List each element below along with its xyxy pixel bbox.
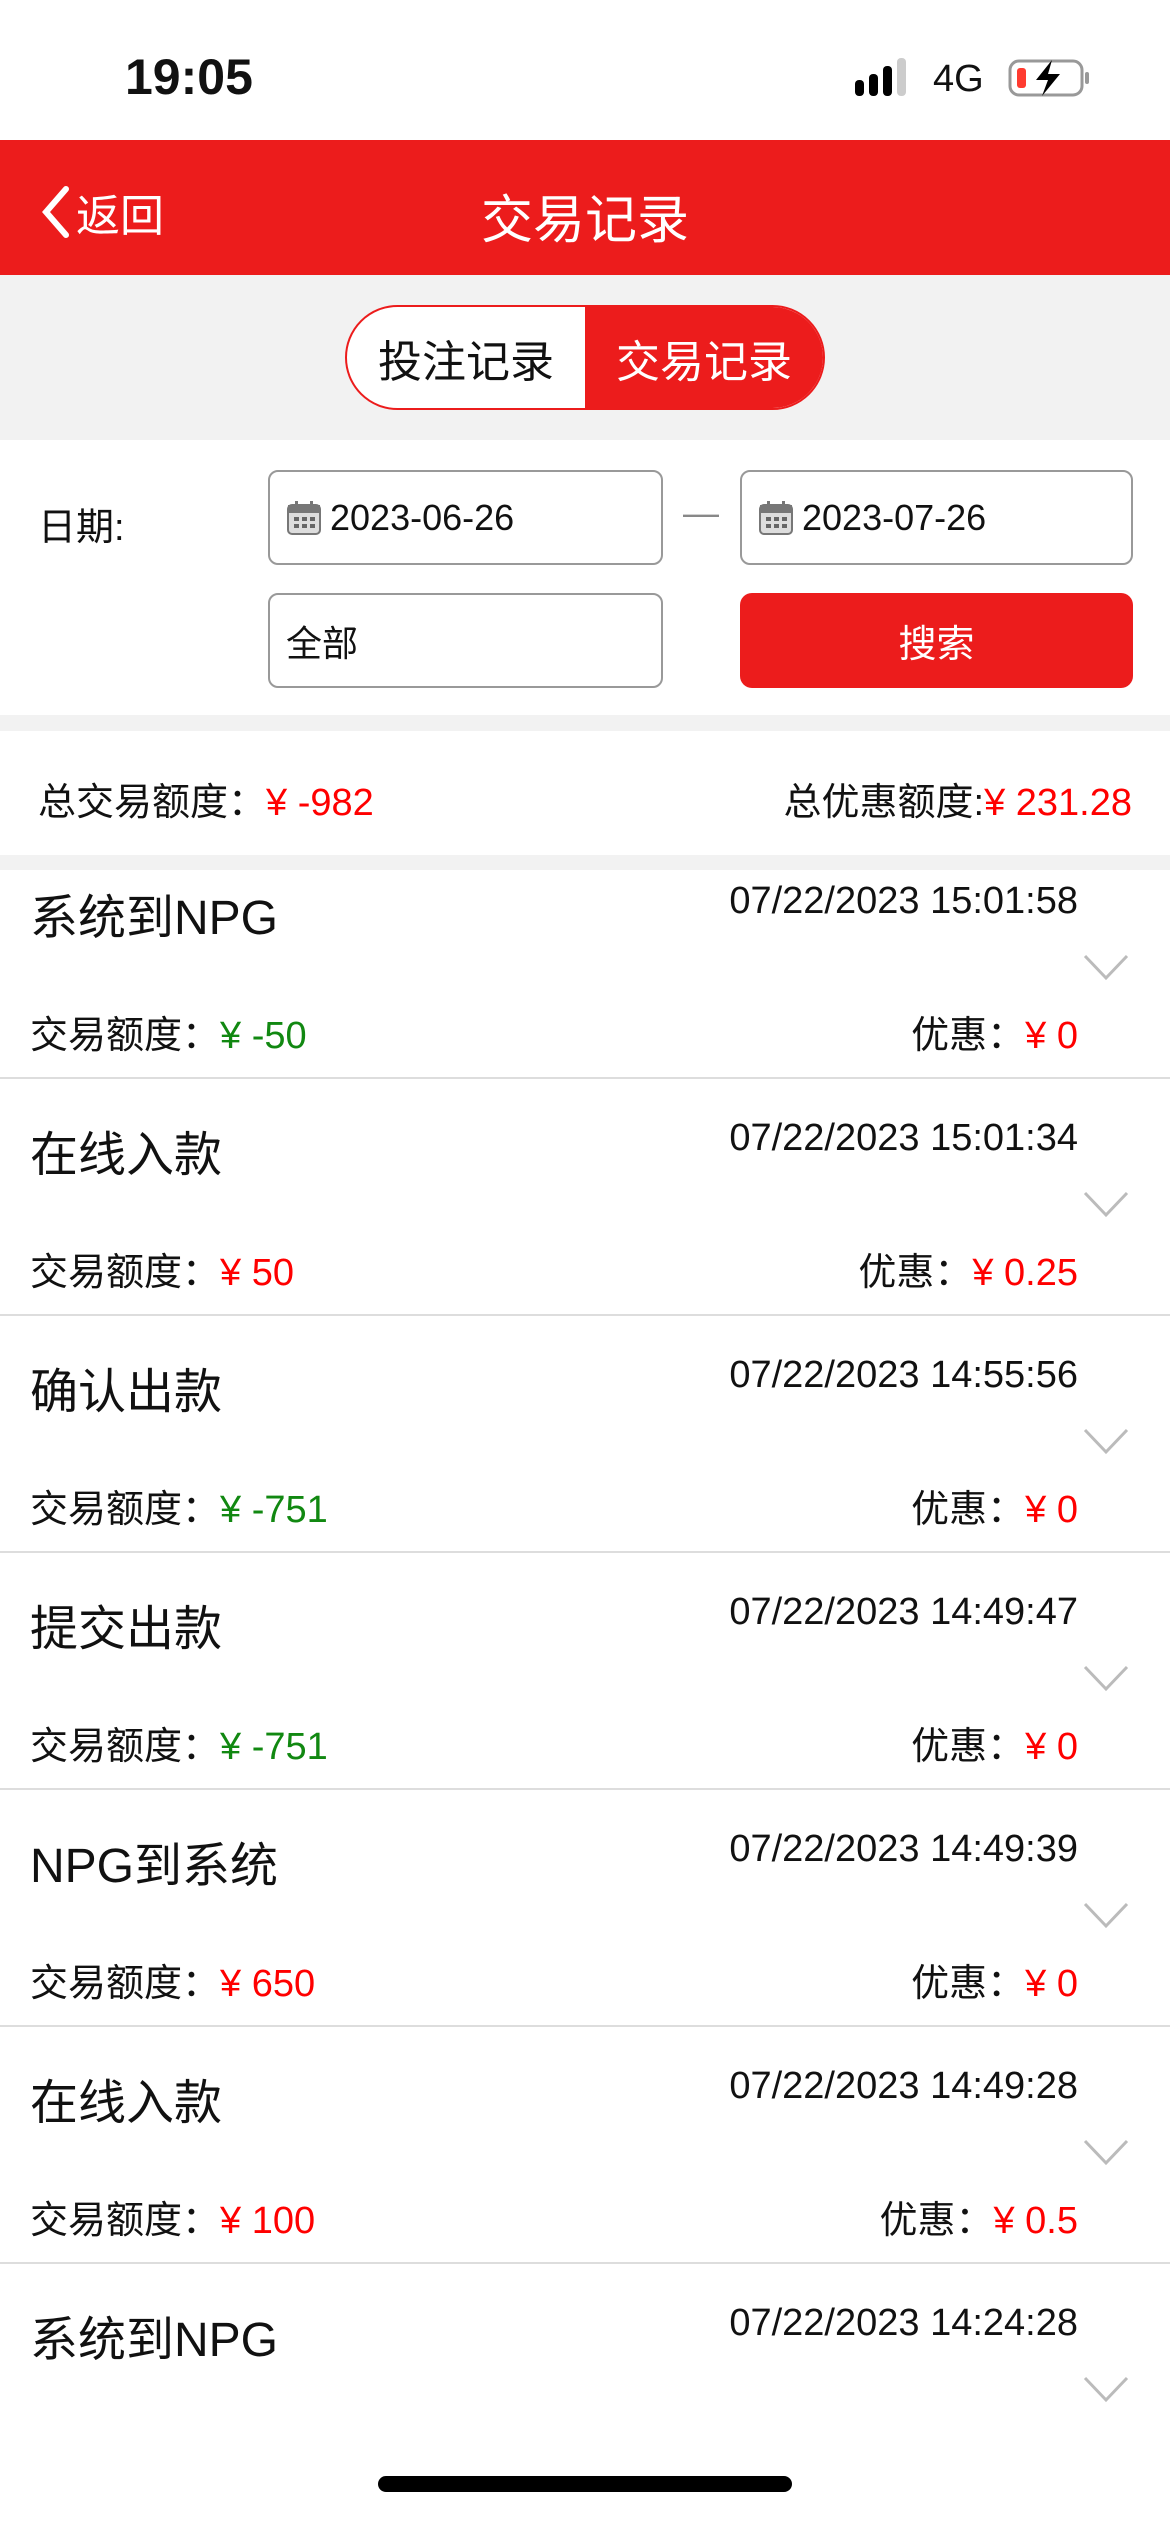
summary-bar: 总交易额度：¥ -982 总优惠额度:¥ 231.28 [0, 731, 1170, 855]
discount-label: 优惠： [879, 2200, 994, 2242]
transaction-discount: 优惠：¥ 0.5 [879, 2189, 1078, 2244]
total-discount-label: 总优惠额度: [783, 782, 985, 824]
end-date-input[interactable]: 2023-07-26 [740, 470, 1133, 565]
transaction-type: NPG到系统 [30, 1840, 279, 1893]
transaction-amount: 交易额度：¥ -751 [30, 1715, 328, 1770]
transaction-time: 07/22/2023 14:49:28 [729, 2065, 1078, 2107]
transaction-row[interactable]: 系统到NPG 07/22/2023 14:24:28 [0, 2264, 1170, 2430]
amount-value: ¥ -751 [220, 1489, 328, 1531]
transaction-time: 07/22/2023 15:01:58 [729, 880, 1078, 922]
transaction-discount: 优惠：¥ 0.25 [858, 1241, 1078, 1296]
transaction-row[interactable]: 提交出款 07/22/2023 14:49:47 交易额度：¥ -751 优惠：… [0, 1553, 1170, 1790]
chevron-down-icon[interactable] [1082, 1663, 1130, 1693]
transaction-type: 在线入款 [30, 1129, 223, 1182]
transaction-time: 07/22/2023 14:24:28 [729, 2302, 1078, 2344]
transaction-type: 系统到NPG [30, 2314, 279, 2367]
date-label: 日期: [38, 507, 125, 549]
transaction-amount: 交易额度：¥ 100 [30, 2189, 315, 2244]
amount-label: 交易额度： [30, 1489, 221, 1531]
transaction-discount: 优惠：¥ 0 [911, 1952, 1078, 2007]
discount-label: 优惠： [911, 1015, 1026, 1057]
amount-value: ¥ -751 [220, 1726, 328, 1768]
transaction-discount: 优惠：¥ 0 [911, 1715, 1078, 1770]
chevron-down-icon[interactable] [1082, 952, 1130, 982]
signal-icon [855, 58, 906, 96]
transaction-time: 07/22/2023 15:01:34 [729, 1117, 1078, 1159]
transaction-time: 07/22/2023 14:49:47 [729, 1591, 1078, 1633]
search-button[interactable]: 搜索 [740, 593, 1133, 688]
discount-label: 优惠： [858, 1252, 973, 1294]
page-title: 交易记录 [480, 192, 689, 250]
divider [0, 715, 1170, 731]
amount-value: ¥ 100 [220, 2200, 316, 2242]
tab-bet-records[interactable]: 投注记录 [378, 337, 554, 387]
divider [0, 855, 1170, 870]
filter-panel: 日期: 2023-06-26 — 2023-07-26 全部 搜索 [0, 440, 1170, 715]
back-label: 返回 [76, 192, 164, 241]
transaction-type: 确认出款 [30, 1366, 223, 1419]
transaction-amount: 交易额度：¥ -751 [30, 1478, 328, 1533]
chevron-down-icon[interactable] [1082, 1900, 1130, 1930]
tab-bar: 投注记录 交易记录 [0, 275, 1170, 440]
chevron-down-icon[interactable] [1082, 2374, 1130, 2404]
transaction-time: 07/22/2023 14:55:56 [729, 1354, 1078, 1396]
amount-label: 交易额度： [30, 1726, 221, 1768]
home-indicator[interactable] [378, 2476, 792, 2492]
back-button[interactable]: 返回 [40, 180, 164, 244]
amount-label: 交易额度： [30, 1963, 221, 2005]
transaction-row[interactable]: NPG到系统 07/22/2023 14:49:39 交易额度：¥ 650 优惠… [0, 1790, 1170, 2027]
tab-transaction-records[interactable]: 交易记录 [585, 307, 823, 408]
transaction-discount: 优惠：¥ 0 [911, 1004, 1078, 1059]
transaction-list[interactable]: 系统到NPG 07/22/2023 15:01:58 交易额度：¥ -50 优惠… [0, 870, 1170, 2430]
discount-value: ¥ 0.25 [972, 1252, 1078, 1294]
calendar-icon [287, 500, 321, 535]
discount-label: 优惠： [911, 1726, 1026, 1768]
discount-label: 优惠： [911, 1963, 1026, 2005]
transaction-amount: 交易额度：¥ -50 [30, 1004, 307, 1059]
transaction-type: 在线入款 [30, 2077, 223, 2130]
segmented-control: 投注记录 交易记录 [345, 305, 825, 410]
transaction-type: 系统到NPG [30, 892, 279, 945]
amount-value: ¥ -50 [220, 1015, 307, 1057]
start-date-input[interactable]: 2023-06-26 [268, 470, 663, 565]
end-date-value: 2023-07-26 [802, 496, 987, 538]
transaction-time: 07/22/2023 14:49:39 [729, 1828, 1078, 1870]
transaction-amount: 交易额度：¥ 50 [30, 1241, 294, 1296]
transaction-amount: 交易额度：¥ 650 [30, 1952, 315, 2007]
discount-value: ¥ 0.5 [993, 2200, 1078, 2242]
nav-header: 返回 交易记录 [0, 140, 1170, 275]
transaction-discount: 优惠：¥ 0 [911, 1478, 1078, 1533]
calendar-icon [759, 500, 793, 535]
transaction-row[interactable]: 系统到NPG 07/22/2023 15:01:58 交易额度：¥ -50 优惠… [0, 870, 1170, 1079]
discount-value: ¥ 0 [1025, 1015, 1078, 1057]
chevron-down-icon[interactable] [1082, 1426, 1130, 1456]
discount-value: ¥ 0 [1025, 1963, 1078, 2005]
network-type: 4G [933, 58, 984, 100]
transaction-row[interactable]: 在线入款 07/22/2023 15:01:34 交易额度：¥ 50 优惠：¥ … [0, 1079, 1170, 1316]
discount-label: 优惠： [911, 1489, 1026, 1531]
total-discount-value: ¥ 231.28 [984, 782, 1132, 824]
chevron-left-icon [42, 186, 69, 238]
amount-value: ¥ 50 [220, 1252, 294, 1294]
status-bar: 19:05 4G [0, 0, 1170, 140]
total-amount-label: 总交易额度： [38, 782, 267, 824]
discount-value: ¥ 0 [1025, 1489, 1078, 1531]
amount-label: 交易额度： [30, 1252, 221, 1294]
type-select-value: 全部 [286, 622, 359, 664]
chevron-down-icon[interactable] [1082, 2137, 1130, 2167]
amount-label: 交易额度： [30, 2200, 221, 2242]
chevron-down-icon[interactable] [1082, 1189, 1130, 1219]
battery-charging-icon [1008, 59, 1089, 97]
transaction-row[interactable]: 在线入款 07/22/2023 14:49:28 交易额度：¥ 100 优惠：¥… [0, 2027, 1170, 2264]
amount-label: 交易额度： [30, 1015, 221, 1057]
total-amount-value: ¥ -982 [266, 782, 374, 824]
start-date-value: 2023-06-26 [330, 496, 515, 538]
type-select[interactable]: 全部 [268, 593, 663, 688]
discount-value: ¥ 0 [1025, 1726, 1078, 1768]
amount-value: ¥ 650 [220, 1963, 316, 2005]
clock: 19:05 [125, 49, 253, 105]
date-separator: — [683, 492, 719, 533]
transaction-type: 提交出款 [30, 1603, 223, 1656]
transaction-row[interactable]: 确认出款 07/22/2023 14:55:56 交易额度：¥ -751 优惠：… [0, 1316, 1170, 1553]
